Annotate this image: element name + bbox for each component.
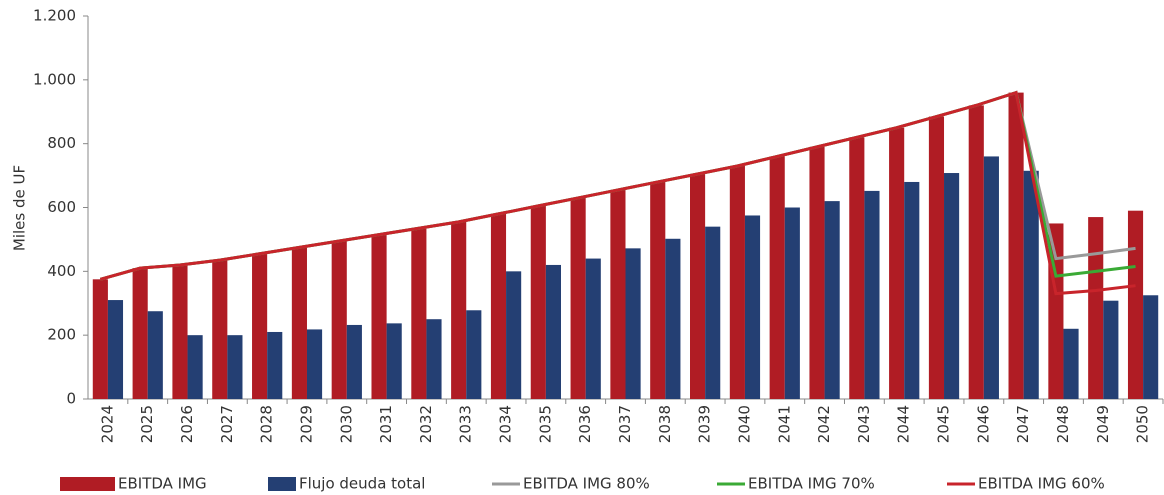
x-tick-label: 2046: [974, 405, 992, 443]
y-tick-label: 200: [47, 326, 76, 344]
x-tick-label: 2035: [536, 405, 554, 443]
x-tick-label: 2047: [1014, 405, 1032, 443]
line-series: [99, 90, 1136, 296]
bar: [107, 300, 124, 399]
x-tick-label: 2025: [138, 405, 156, 443]
x-tick-label: 2036: [576, 405, 594, 443]
bar: [824, 201, 840, 399]
bar: [744, 215, 761, 399]
bar: [411, 228, 427, 399]
bar: [585, 258, 601, 399]
bar: [665, 238, 681, 399]
bar: [889, 127, 905, 399]
x-tick-label: 2042: [815, 405, 833, 443]
y-axis-label: Miles de UF: [11, 165, 29, 251]
bar: [147, 311, 163, 399]
bar: [784, 207, 800, 399]
bar: [132, 268, 148, 399]
bar: [187, 335, 203, 399]
x-tick-label: 2026: [178, 405, 196, 443]
bar: [466, 310, 482, 399]
legend-label: Flujo deuda total: [299, 475, 425, 493]
x-tick-label: 2050: [1134, 405, 1152, 443]
x-tick-label: 2048: [1054, 405, 1072, 443]
bar: [1008, 92, 1024, 399]
bar: [1063, 328, 1079, 399]
y-tick-label: 800: [47, 134, 76, 152]
bar: [212, 260, 228, 399]
bar: [968, 105, 984, 399]
bar: [729, 166, 745, 399]
x-tick-label: 2038: [656, 405, 674, 443]
legend-swatch: [60, 477, 115, 491]
x-tick-label: 2027: [218, 405, 236, 443]
bar: [944, 173, 960, 399]
x-tick-label: 2029: [297, 405, 315, 443]
bar: [172, 264, 188, 399]
x-tick-label: 2031: [377, 405, 395, 443]
x-tick-label: 2033: [457, 405, 475, 443]
bar: [705, 226, 721, 399]
legend-label: EBITDA IMG 60%: [978, 475, 1105, 493]
x-tick-label: 2041: [775, 405, 793, 443]
x-tick-label: 2030: [337, 405, 355, 443]
bar: [650, 181, 666, 399]
bar: [267, 331, 283, 399]
x-tick-label: 2049: [1094, 405, 1112, 443]
x-tick-label: 2024: [98, 405, 116, 443]
legend-swatch: [268, 477, 296, 491]
y-tick-label: 600: [47, 198, 76, 216]
x-tick-label: 2032: [417, 405, 435, 443]
legend-label: EBITDA IMG 70%: [748, 475, 875, 493]
bar: [809, 146, 825, 399]
legend-label: EBITDA IMG 80%: [523, 475, 650, 493]
bar: [451, 221, 467, 399]
bar: [690, 173, 706, 399]
y-tick-label: 1.200: [33, 7, 76, 25]
y-tick-label: 0: [66, 390, 76, 408]
x-tick-label: 2045: [935, 405, 953, 443]
y-tick-label: 1.000: [33, 70, 76, 88]
bar: [1127, 210, 1144, 399]
bar: [570, 197, 586, 399]
x-tick-label: 2043: [855, 405, 873, 443]
bar: [227, 335, 243, 399]
y-tick-label: 400: [47, 262, 76, 280]
bar: [545, 264, 561, 399]
bar: [306, 329, 323, 399]
x-tick-label: 2044: [895, 405, 913, 443]
bar: [426, 319, 442, 399]
bar: [625, 248, 641, 399]
bar: [490, 213, 507, 399]
bar: [92, 279, 108, 399]
x-tick-label: 2040: [735, 405, 753, 443]
x-tick-label: 2034: [497, 405, 515, 443]
x-tick-label: 2037: [616, 405, 634, 443]
bar: [1023, 170, 1039, 399]
bar: [928, 116, 945, 399]
legend-label: EBITDA IMG: [118, 475, 207, 493]
bar: [864, 190, 880, 399]
x-tick-label: 2039: [696, 405, 714, 443]
x-tick-label: 2028: [258, 405, 276, 443]
bar: [849, 137, 865, 400]
bar: [1143, 295, 1159, 399]
bar: [530, 205, 546, 399]
bar: [983, 156, 999, 399]
bar: [386, 323, 402, 399]
bar: [769, 156, 785, 399]
bar: [252, 253, 268, 399]
bar: [291, 247, 307, 399]
bar: [371, 234, 387, 399]
bar: [1088, 217, 1104, 399]
bar: [610, 189, 626, 399]
bar: [904, 181, 920, 399]
bar: [346, 324, 362, 399]
bar: [506, 271, 522, 399]
bar: [331, 241, 347, 399]
bar: [1103, 300, 1119, 399]
